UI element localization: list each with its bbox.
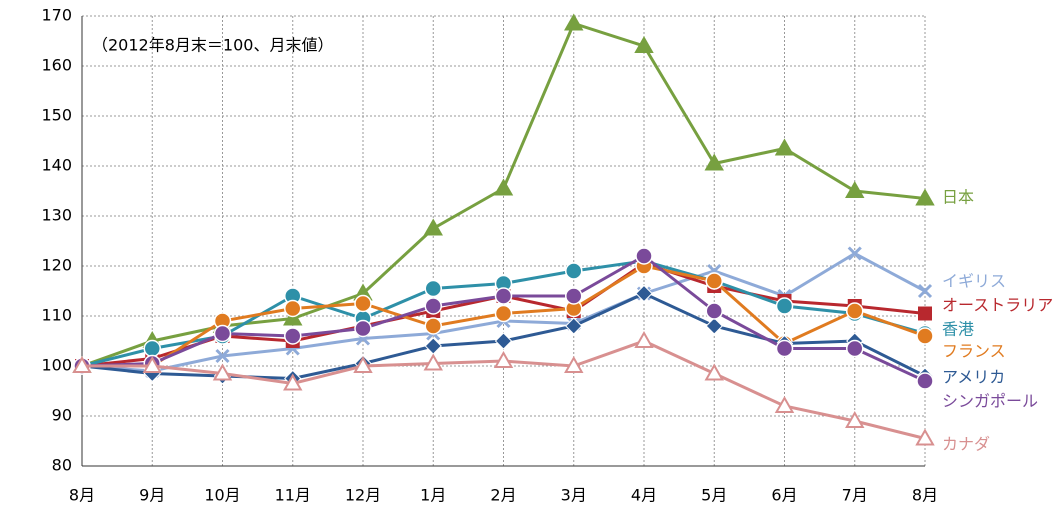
marker bbox=[143, 339, 161, 358]
x-tick-label: 8月 bbox=[69, 486, 95, 505]
marker bbox=[142, 355, 162, 373]
marker bbox=[916, 327, 934, 345]
marker bbox=[774, 138, 795, 156]
marker bbox=[494, 304, 513, 323]
y-tick-label: 80 bbox=[52, 456, 72, 475]
marker bbox=[775, 297, 794, 315]
x-tick-label: 9月 bbox=[139, 486, 165, 505]
y-tick-label: 150 bbox=[41, 106, 72, 125]
series-label: アメリカ bbox=[942, 368, 1005, 387]
marker bbox=[704, 153, 724, 171]
x-tick-label: 7月 bbox=[842, 486, 868, 505]
marker bbox=[846, 339, 864, 358]
marker bbox=[705, 272, 723, 290]
marker bbox=[565, 317, 583, 335]
marker bbox=[915, 188, 935, 206]
marker bbox=[705, 317, 723, 335]
series-label: イギリス bbox=[942, 272, 1006, 291]
marker bbox=[494, 332, 513, 350]
marker bbox=[845, 180, 865, 198]
y-tick-label: 170 bbox=[41, 6, 72, 25]
marker bbox=[213, 324, 232, 343]
x-tick-label: 1月 bbox=[420, 486, 446, 505]
marker bbox=[565, 262, 583, 280]
series-label: カナダ bbox=[942, 435, 990, 454]
marker bbox=[424, 297, 442, 315]
marker bbox=[283, 373, 303, 391]
marker bbox=[423, 353, 443, 371]
series-label: シンガポール bbox=[942, 392, 1038, 411]
marker bbox=[634, 330, 654, 348]
marker bbox=[424, 337, 442, 355]
marker bbox=[72, 355, 92, 373]
marker bbox=[215, 348, 230, 364]
marker bbox=[354, 319, 372, 338]
y-tick-label: 140 bbox=[41, 156, 72, 175]
marker bbox=[284, 299, 302, 318]
y-tick-label: 120 bbox=[41, 256, 72, 275]
marker bbox=[493, 178, 514, 196]
marker bbox=[564, 355, 584, 373]
marker bbox=[917, 283, 933, 299]
marker bbox=[916, 372, 934, 390]
y-tick-label: 100 bbox=[41, 356, 72, 375]
series-label: 香港 bbox=[942, 320, 974, 339]
marker bbox=[493, 350, 514, 368]
marker bbox=[845, 410, 865, 428]
marker bbox=[915, 428, 935, 446]
marker bbox=[494, 287, 513, 305]
x-tick-label: 3月 bbox=[561, 486, 587, 505]
x-tick-label: 4月 bbox=[631, 486, 657, 505]
marker bbox=[284, 327, 302, 345]
marker bbox=[704, 363, 724, 381]
x-tick-label: 6月 bbox=[771, 486, 797, 505]
marker bbox=[635, 247, 653, 265]
marker bbox=[634, 35, 654, 53]
marker bbox=[565, 287, 583, 305]
series-label: フランス bbox=[942, 342, 1006, 361]
x-tick-label: 10月 bbox=[204, 486, 240, 505]
marker bbox=[846, 302, 864, 320]
marker bbox=[424, 317, 442, 335]
annotation: （2012年8月末＝100、月末値） bbox=[92, 36, 333, 55]
marker bbox=[423, 218, 443, 236]
marker bbox=[918, 306, 932, 321]
marker bbox=[774, 395, 795, 413]
series-label: オーストラリア bbox=[942, 296, 1053, 315]
marker bbox=[564, 13, 584, 31]
x-tick-label: 2月 bbox=[490, 486, 516, 505]
marker bbox=[283, 308, 303, 326]
x-tick-label: 12月 bbox=[345, 486, 381, 505]
marker bbox=[212, 363, 233, 381]
marker bbox=[424, 279, 442, 298]
marker bbox=[354, 294, 372, 313]
y-tick-label: 130 bbox=[41, 206, 72, 225]
y-tick-label: 110 bbox=[41, 306, 72, 325]
marker bbox=[847, 246, 862, 261]
marker bbox=[705, 302, 723, 320]
marker bbox=[635, 284, 653, 303]
y-tick-label: 160 bbox=[41, 56, 72, 75]
x-tick-label: 5月 bbox=[701, 486, 727, 505]
y-tick-label: 90 bbox=[52, 406, 72, 425]
marker bbox=[775, 339, 794, 358]
marker bbox=[353, 355, 373, 373]
x-tick-label: 8月 bbox=[912, 486, 938, 505]
x-tick-label: 11月 bbox=[275, 486, 311, 505]
series-label: 日本 bbox=[942, 188, 974, 207]
